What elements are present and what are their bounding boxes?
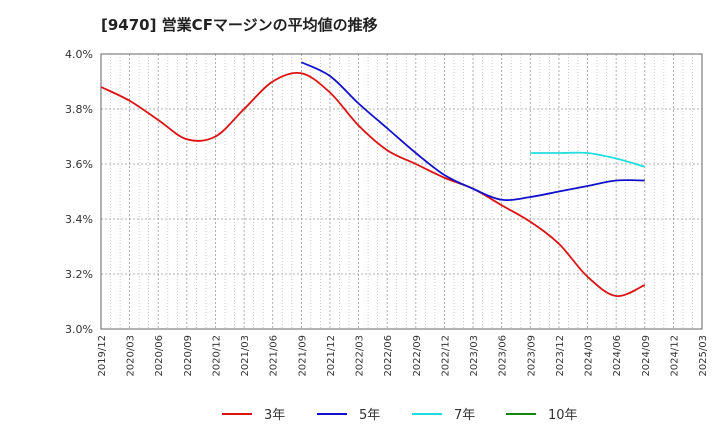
x-tick-label: 2024/06 [612,335,623,377]
x-tick-label: 2022/06 [383,335,394,377]
series-lines [100,61,646,297]
x-tick-label: 2022/09 [412,335,423,377]
x-tick-label: 2021/03 [240,335,251,377]
y-tick-label: 4.0% [65,48,93,61]
x-tick-label: 2024/12 [669,335,680,377]
series-line-0 [100,71,646,297]
x-tick-label: 2022/03 [355,335,366,377]
y-tick-label: 3.2% [65,268,93,281]
x-tick-label: 2023/12 [555,335,566,377]
y-tick-label: 3.4% [65,213,93,226]
x-tick-label: 2019/12 [97,335,108,377]
x-tick-label: 2021/09 [297,335,308,377]
legend-label-2: 7年 [454,408,475,423]
legend-label-1: 5年 [359,408,380,423]
x-tick-label: 2021/12 [326,335,337,377]
y-tick-label: 3.6% [65,158,93,171]
x-tick-label: 2024/09 [641,335,652,377]
series-line-2 [530,151,646,168]
x-tick-label: 2020/09 [183,335,194,377]
legend-label-3: 10年 [548,408,578,423]
y-axis: 3.0% 3.2% 3.4% 3.6% 3.8% 4.0% [65,48,93,336]
legend: 3年 5年 7年 10年 [222,408,578,423]
series-line-1 [300,61,645,201]
x-axis: 2019/12 2020/03 2020/06 2020/09 2020/12 2021/… [97,335,709,377]
x-tick-label: 2022/12 [440,335,451,377]
x-tick-label: 2023/06 [498,335,509,377]
x-tick-label: 2020/06 [154,335,165,377]
x-tick-label: 2025/03 [698,335,709,377]
x-tick-label: 2021/06 [269,335,280,377]
legend-label-0: 3年 [264,408,285,423]
plot-frame [100,53,703,330]
x-tick-label: 2023/03 [469,335,480,377]
plot-background [101,54,702,329]
chart-title: [9470] 営業CFマージンの平均値の推移 [101,16,378,34]
y-tick-label: 3.0% [65,323,93,336]
x-tick-label: 2020/03 [126,335,137,377]
x-tick-label: 2024/03 [584,335,595,377]
x-tick-label: 2020/12 [211,335,222,377]
x-tick-label: 2023/09 [526,335,537,377]
y-tick-label: 3.8% [65,103,93,116]
